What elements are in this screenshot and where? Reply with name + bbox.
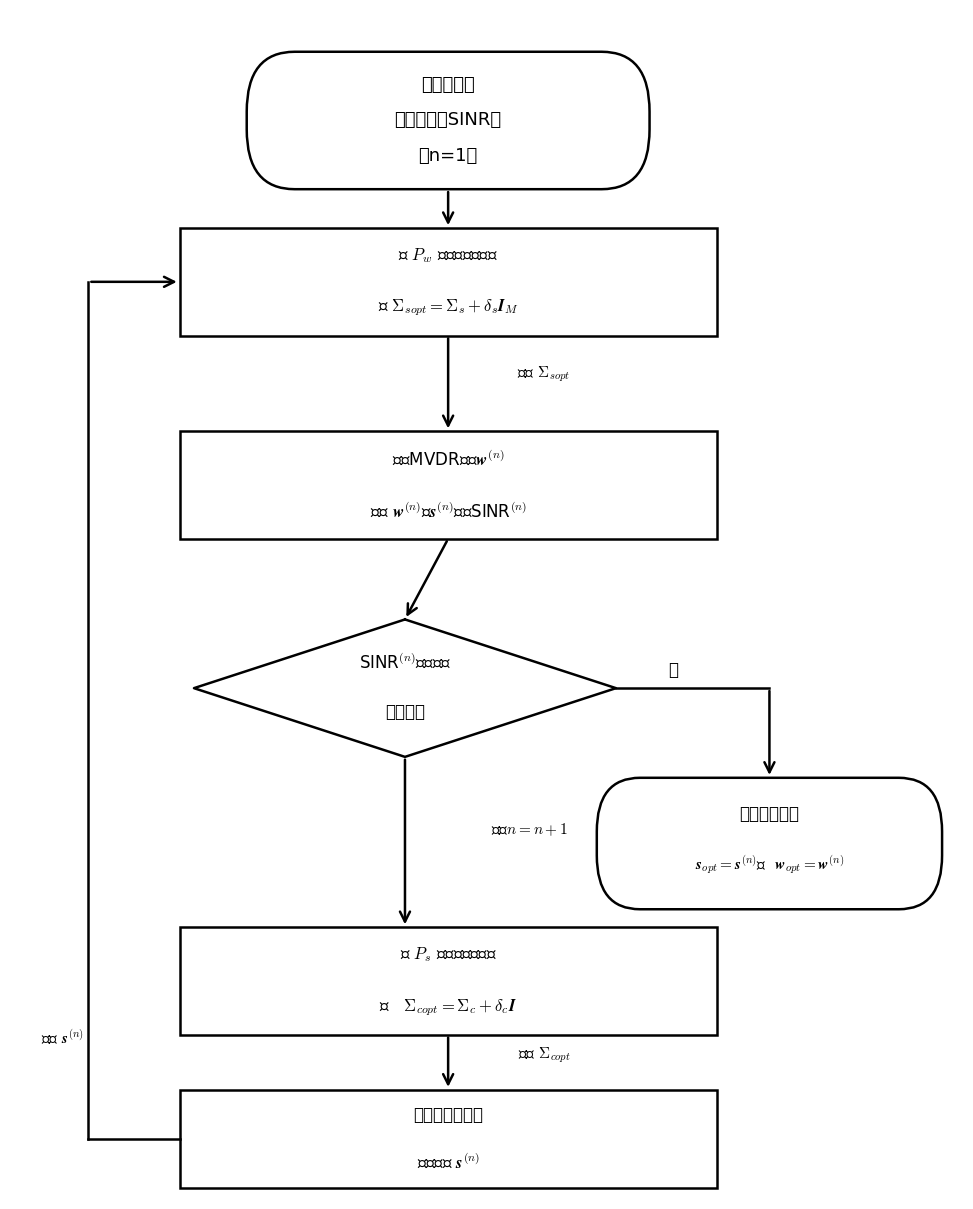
Text: 方法求解 $\boldsymbol{s}^{(n)}$: 方法求解 $\boldsymbol{s}^{(n)}$ xyxy=(416,1153,480,1173)
Text: 否；$n=n+1$: 否；$n=n+1$ xyxy=(491,822,568,838)
Text: 是: 是 xyxy=(668,661,678,679)
Text: （n=1）: （n=1） xyxy=(418,147,478,166)
Text: 得   $\boldsymbol{\Sigma}_{copt}=\boldsymbol{\Sigma}_c+\delta_c\boldsymbol{I}$: 得 $\boldsymbol{\Sigma}_{copt}=\boldsymbo… xyxy=(379,997,517,1018)
Text: 回代 $\boldsymbol{s}^{(n)}$: 回代 $\boldsymbol{s}^{(n)}$ xyxy=(41,1028,84,1047)
Text: 得 $\boldsymbol{\Sigma}_{sopt}=\boldsymbol{\Sigma}_s+\delta_s\boldsymbol{I}_M$: 得 $\boldsymbol{\Sigma}_{sopt}=\boldsymbo… xyxy=(378,297,519,318)
Text: 并由 $\boldsymbol{w}^{(n)}$、$\boldsymbol{s}^{(n)}$求解SINR$^{(n)}$: 并由 $\boldsymbol{w}^{(n)}$、$\boldsymbol{s… xyxy=(370,502,526,521)
Text: 基于丁克尔巴赫: 基于丁克尔巴赫 xyxy=(414,1106,484,1124)
Text: 带入 $\boldsymbol{\Sigma}_{sopt}$: 带入 $\boldsymbol{\Sigma}_{sopt}$ xyxy=(518,364,571,383)
Text: 解 $P_s$ 内部优化问题，: 解 $P_s$ 内部优化问题， xyxy=(400,945,496,964)
Bar xyxy=(180,432,717,539)
Text: 解 $P_w$ 内部优化问题，: 解 $P_w$ 内部优化问题， xyxy=(398,247,498,265)
FancyBboxPatch shape xyxy=(247,52,650,189)
Text: 根据MVDR求解$\boldsymbol{w}^{(n)}$: 根据MVDR求解$\boldsymbol{w}^{(n)}$ xyxy=(392,449,504,468)
Text: 带入 $\boldsymbol{\Sigma}_{copt}$: 带入 $\boldsymbol{\Sigma}_{copt}$ xyxy=(518,1046,570,1065)
Bar xyxy=(180,1089,717,1187)
Text: 并计算初始SINR值: 并计算初始SINR值 xyxy=(395,111,502,129)
Text: 结束，输出：: 结束，输出： xyxy=(739,805,800,822)
Text: $\boldsymbol{s}_{opt}=\boldsymbol{s}^{(n)}$；  $\boldsymbol{w}_{opt}=\boldsymbol{: $\boldsymbol{s}_{opt}=\boldsymbol{s}^{(n… xyxy=(695,854,844,877)
Bar xyxy=(180,229,717,336)
Text: 初始化序列: 初始化序列 xyxy=(421,76,475,93)
Text: 退出条件: 退出条件 xyxy=(385,704,425,721)
FancyBboxPatch shape xyxy=(596,777,942,909)
Text: SINR$^{(n)}$是否满足: SINR$^{(n)}$是否满足 xyxy=(359,652,451,671)
Bar xyxy=(180,927,717,1035)
Polygon shape xyxy=(194,619,616,757)
